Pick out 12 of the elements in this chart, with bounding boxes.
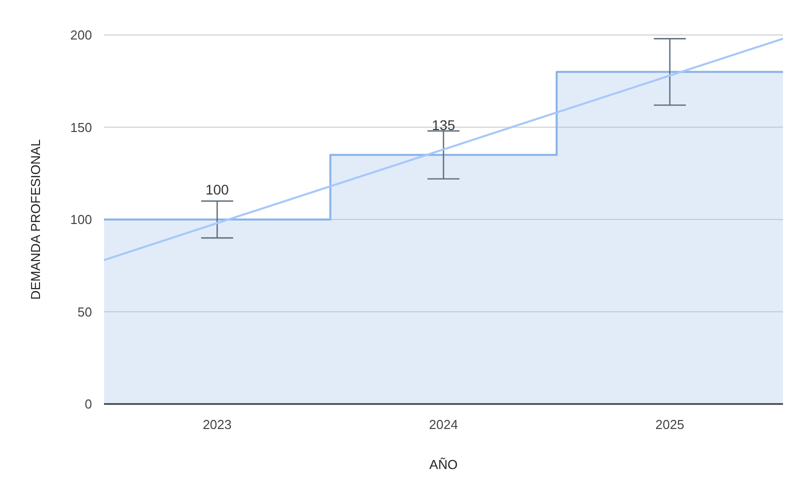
y-tick-label: 0 [84,396,92,412]
x-tick-label: 2023 [202,417,232,432]
x-tick-label: 2025 [655,417,684,432]
x-tick-label: 2024 [429,417,458,432]
y-tick-label: 200 [70,28,92,43]
y-tick-label: 50 [78,304,92,320]
y-tick-label: 150 [70,120,92,135]
data-label: 135 [432,116,456,133]
y-tick-label: 100 [70,212,92,228]
x-axis-title: AÑO [429,456,458,472]
y-axis-title: DEMANDA PROFESIONAL [28,139,42,300]
data-label: 100 [205,182,230,198]
